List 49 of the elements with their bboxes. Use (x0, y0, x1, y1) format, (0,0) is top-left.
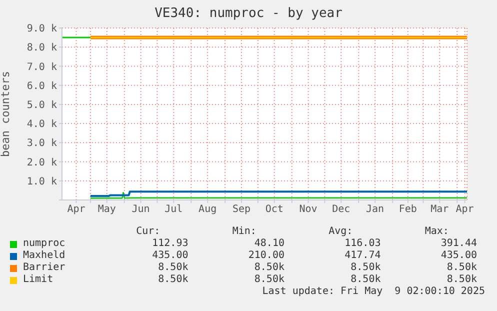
text: 8.50k (446, 262, 478, 274)
x-tick-label: Apr (67, 204, 86, 216)
text: 48.10 (253, 238, 286, 250)
text: 8.50k (446, 274, 478, 286)
x-tick-label: Aug (198, 204, 217, 216)
y-tick-label: 3.0 k (26, 138, 57, 150)
y-tick-label: 2.0 k (26, 157, 57, 168)
text: 417.74 (344, 250, 382, 262)
text: Min: (231, 226, 258, 238)
x-tick-label: Apr (456, 204, 474, 216)
y-tick-label: 8.0 k (26, 42, 57, 54)
text: 435.00 (151, 250, 190, 262)
text: 8.50k (350, 262, 382, 274)
x-tick-label: Mar (430, 204, 449, 216)
y-axis-title: bean counters (0, 70, 12, 158)
legend-label: Maxheld (23, 250, 66, 262)
x-tick-label: Dec (332, 204, 350, 216)
x-tick-label: Jul (164, 204, 183, 216)
x-tick-label: Jan (366, 204, 384, 216)
text: 8.50k (253, 274, 286, 286)
legend-label: Barrier (23, 262, 66, 274)
y-tick-label: 1.0 k (26, 176, 57, 188)
text: 116.03 (344, 238, 382, 250)
y-tick-label: 7.0 k (26, 62, 57, 73)
text: 8.50k (157, 274, 190, 286)
x-tick-label: May (98, 204, 116, 216)
x-tick-label: Nov (299, 204, 318, 216)
text: 112.93 (151, 238, 190, 250)
legend-label: Limit (23, 274, 54, 286)
text: Cur: (135, 226, 162, 238)
y-tick-label: 6.0 k (26, 80, 57, 92)
text: Avg: (328, 226, 354, 238)
text: 8.50k (253, 262, 286, 274)
y-tick-label: 9.0 k (26, 24, 57, 35)
text: 391.44 (440, 238, 478, 250)
text: 8.50k (350, 274, 382, 286)
x-tick-label: Jun (132, 204, 150, 216)
text: Last update: Fri May 9 02:00:10 2025 (261, 286, 485, 298)
legend-label: numproc (23, 238, 66, 250)
text: 8.50k (157, 262, 190, 274)
text: 210.00 (247, 250, 286, 262)
chart-title: VE340: numproc - by year (154, 6, 344, 21)
x-tick-label: Feb (398, 204, 417, 216)
y-tick-label: 5.0 k (26, 100, 57, 111)
y-tick-label: 4.0 k (26, 119, 57, 130)
x-tick-label: Oct (265, 204, 284, 216)
text: 435.00 (440, 250, 478, 262)
x-tick-label: Sep (232, 204, 251, 216)
text: Max: (424, 226, 450, 238)
